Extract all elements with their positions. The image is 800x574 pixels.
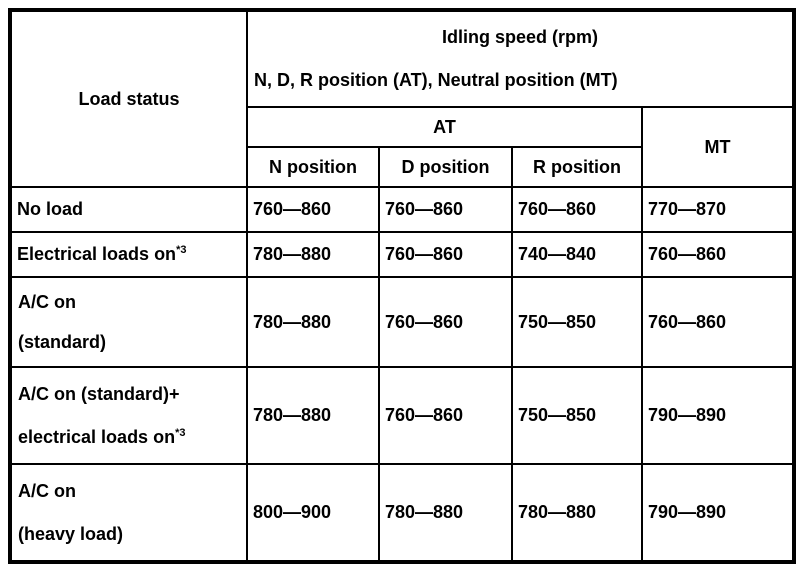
cell-mt: 760—860	[641, 231, 795, 278]
row-label: A/C on (standard)+ electrical loads on*3	[9, 366, 248, 465]
cell-n-position: 780—880	[246, 366, 380, 465]
cell-d-position: 760—860	[378, 276, 513, 368]
row-label-text: A/C on	[18, 291, 76, 312]
column-header-d-position: D position	[378, 146, 513, 188]
row-label: A/C on (heavy load)	[9, 463, 248, 563]
mt-header: MT	[641, 106, 795, 188]
row-label-text: (standard)	[18, 331, 107, 352]
row-label-text: A/C on (standard)+	[18, 383, 180, 404]
idling-speed-header-cell: Idling speed (rpm) N, D, R position (AT)…	[246, 9, 795, 108]
at-header: AT	[246, 106, 643, 148]
cell-r-position: 780—880	[511, 463, 643, 563]
row-label: Electrical loads on*3	[9, 231, 248, 278]
row-label: A/C on (standard)	[9, 276, 248, 368]
table-row: A/C on (heavy load) 800—900 780—880 780—…	[9, 463, 795, 563]
load-status-header: Load status	[9, 9, 248, 188]
cell-d-position: 760—860	[378, 231, 513, 278]
footnote-marker: *3	[176, 244, 187, 256]
cell-r-position: 750—850	[511, 276, 643, 368]
row-label-text: No load	[17, 199, 83, 219]
row-label-text-inner: electrical loads on	[18, 426, 176, 447]
cell-mt: 790—890	[641, 463, 795, 563]
row-label-text: electrical loads on*3	[17, 427, 241, 448]
row-label-text: Electrical loads on	[17, 244, 177, 264]
cell-n-position: 760—860	[246, 186, 380, 233]
cell-mt: 770—870	[641, 186, 795, 233]
cell-d-position: 780—880	[378, 463, 513, 563]
cell-r-position: 750—850	[511, 366, 643, 465]
row-label: No load	[9, 186, 248, 233]
row-label-text: A/C on	[18, 480, 76, 501]
idling-speed-title: Idling speed (rpm)	[441, 27, 598, 47]
cell-n-position: 780—880	[246, 276, 380, 368]
idling-speed-table: Load status Idling speed (rpm) N, D, R p…	[8, 8, 796, 564]
table-row: A/C on (standard) 780—880 760—860 750—85…	[9, 276, 795, 368]
cell-d-position: 760—860	[378, 186, 513, 233]
position-note: N, D, R position (AT), Neutral position …	[254, 70, 618, 90]
cell-n-position: 780—880	[246, 231, 380, 278]
cell-mt: 790—890	[641, 366, 795, 465]
cell-r-position: 740—840	[511, 231, 643, 278]
cell-d-position: 760—860	[378, 366, 513, 465]
footnote-marker: *3	[175, 426, 186, 439]
table-row: No load 760—860 760—860 760—860 770—870	[9, 186, 795, 233]
table-row: Electrical loads on*3 780—880 760—860 74…	[9, 231, 795, 278]
cell-n-position: 800—900	[246, 463, 380, 563]
row-label-text: (heavy load)	[18, 523, 124, 544]
cell-r-position: 760—860	[511, 186, 643, 233]
table-row: A/C on (standard)+ electrical loads on*3…	[9, 366, 795, 465]
column-header-n-position: N position	[246, 146, 380, 188]
cell-mt: 760—860	[641, 276, 795, 368]
column-header-r-position: R position	[511, 146, 643, 188]
